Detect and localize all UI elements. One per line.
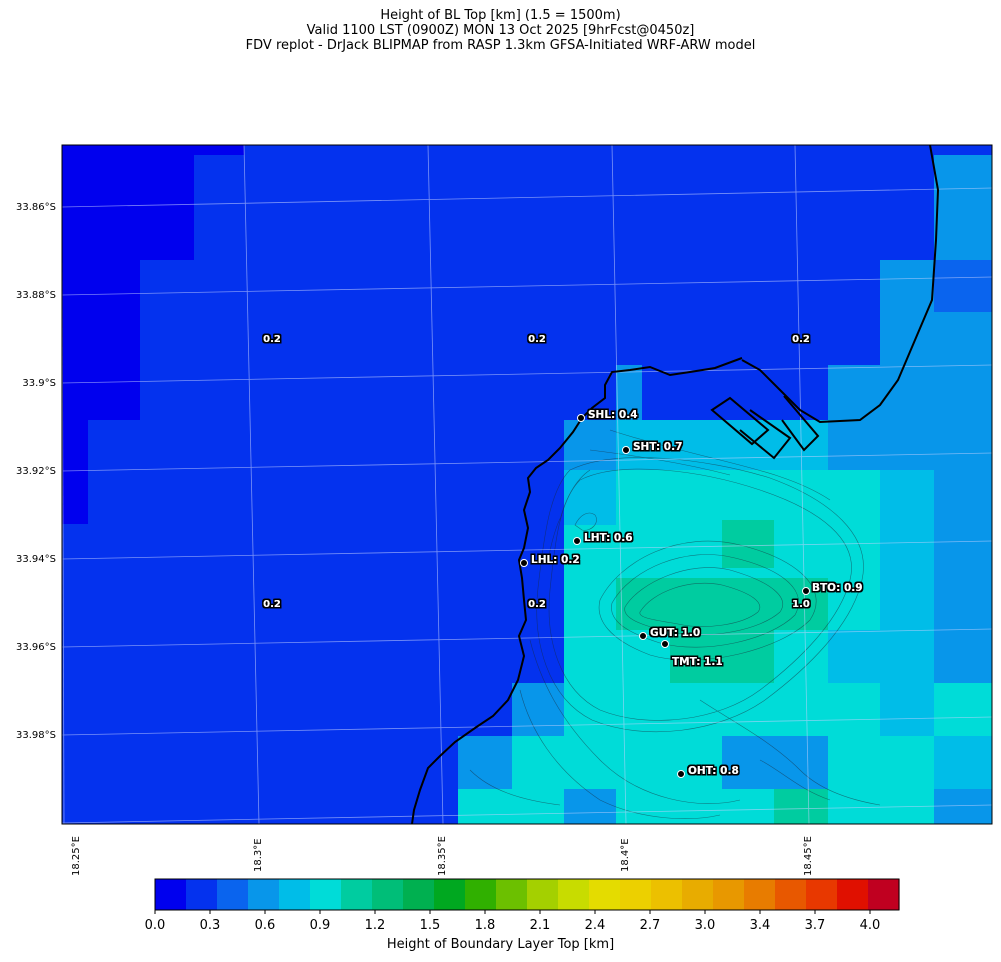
colorbar-segment [682,879,714,910]
colorbar [155,879,900,910]
colorbar-segment [558,879,590,910]
colorbar-segment [496,879,528,910]
lon-label: 18.25°E [71,836,82,876]
station-marker-bto [802,587,810,595]
lat-label: 33.98°S [16,730,56,741]
grid-value-label: 0.2 [528,334,546,345]
colorbar-segment [620,879,652,910]
lon-label: 18.3°E [253,838,264,872]
grid-value-label: 0.2 [528,599,546,610]
colorbar-tick-label: 3.4 [749,918,771,933]
station-label-oht: OHT: 0.8 [688,765,739,777]
station-label-gut: GUT: 1.0 [650,627,700,639]
grid-value-label: 0.2 [263,334,281,345]
colorbar-segment [775,879,807,910]
grid-value-label: 0.2 [263,599,281,610]
grid-value-label: 0.2 [792,334,810,345]
colorbar-tick-label: 2.1 [529,918,551,933]
lon-label: 18.35°E [437,836,448,876]
lat-label: 33.88°S [16,290,56,301]
colorbar-tick-label: 1.8 [474,918,496,933]
station-label-tmt: TMT: 1.1 [672,656,723,668]
colorbar-segment [186,879,218,910]
map-title: Height of BL Top [km] (1.5 = 1500m) Vali… [0,8,1001,53]
colorbar-tick-label: 1.2 [364,918,386,933]
colorbar-label: Height of Boundary Layer Top [km] [386,937,615,952]
colorbar-tick-label: 3.0 [694,918,716,933]
colorbar-frame [154,878,900,911]
colorbar-segment [589,879,621,910]
station-marker-lhl [520,559,528,567]
colorbar-tick-label: 2.4 [584,918,606,933]
colorbar-tick-label: 0.9 [309,918,331,933]
colorbar-tick-label: 4.0 [859,918,881,933]
stations: SHL: 0.4 SHT: 0.7 LHT: 0.6 LHL: 0.2 BTO:… [520,409,863,778]
colorbar-segment [837,879,869,910]
station-label-sht: SHT: 0.7 [633,441,682,453]
station-marker-oht [677,770,685,778]
terrain-contours [469,429,881,819]
colorbar-segment [465,879,497,910]
colorbar-segment [434,879,466,910]
colorbar-segment [744,879,776,910]
colorbar-tick-label: 1.5 [419,918,441,933]
station-marker-sht [622,446,630,454]
lon-label: 18.45°E [803,836,814,876]
station-marker-shl [577,414,585,422]
colorbar-segment [651,879,683,910]
title-line-3: FDV replot - DrJack BLIPMAP from RASP 1.… [245,38,756,53]
graticule [62,145,992,824]
colorbar-segment [248,879,280,910]
station-label-lhl: LHL: 0.2 [531,554,580,566]
colorbar-segment [310,879,342,910]
lat-label: 33.9°S [22,378,56,389]
coastline [411,145,940,824]
grid-value-labels: 0.2 0.2 0.2 0.2 0.2 1.0 [263,334,810,610]
colorbar-segment [279,879,311,910]
grid-value-label: 1.0 [792,599,810,610]
colorbar-tick-label: 2.7 [639,918,661,933]
map-frame [61,144,993,825]
colorbar-segment [217,879,249,910]
lat-label: 33.92°S [16,466,56,477]
lat-label: 33.94°S [16,554,56,565]
colorbar-segment [341,879,373,910]
title-line-1: Height of BL Top [km] (1.5 = 1500m) [380,8,621,23]
colorbar-segment [372,879,404,910]
colorbar-segment [403,879,435,910]
colorbar-tick-label: 0.3 [199,918,221,933]
colorbar-tick-label: 3.7 [804,918,826,933]
colorbar-tick-label: 0.6 [254,918,276,933]
station-marker-gut [639,632,647,640]
heatmap-area [62,145,992,824]
lat-label: 33.96°S [16,642,56,653]
colorbar-tick-marks [154,910,871,914]
station-label-lht: LHT: 0.6 [584,532,633,544]
title-line-2: Valid 1100 LST (0900Z) MON 13 Oct 2025 [… [306,23,695,38]
station-label-shl: SHL: 0.4 [588,409,638,421]
station-marker-lht [573,537,581,545]
station-label-bto: BTO: 0.9 [812,582,863,594]
colorbar-segment [527,879,559,910]
colorbar-segment [713,879,745,910]
colorbar-tick-label: 0.0 [144,918,166,933]
colorbar-segment [806,879,838,910]
lat-label: 33.86°S [16,202,56,213]
colorbar-segment [155,879,187,910]
lon-label: 18.4°E [620,838,631,872]
station-marker-tmt [661,640,669,648]
colorbar-segment [868,879,900,910]
